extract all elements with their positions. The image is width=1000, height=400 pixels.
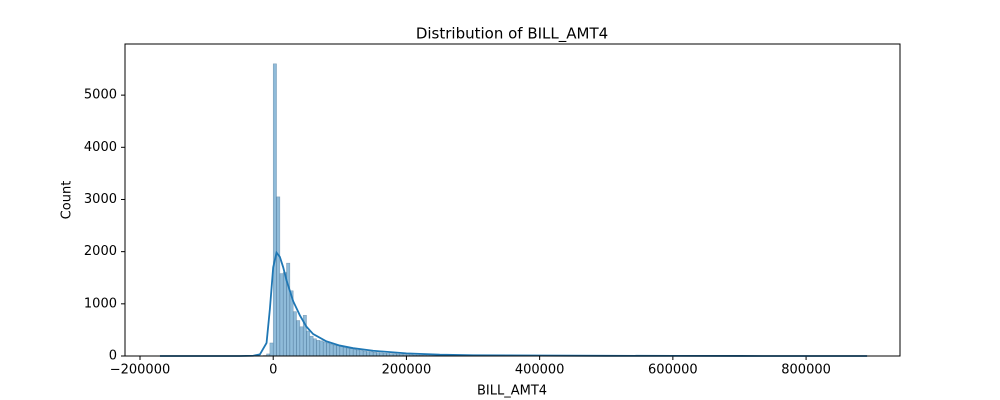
bar — [299, 326, 304, 357]
bar — [286, 262, 291, 357]
bar — [269, 342, 274, 357]
bar — [366, 351, 371, 357]
bar — [319, 340, 324, 357]
bar — [346, 347, 351, 357]
kde-line — [159, 250, 868, 357]
bar — [356, 349, 361, 357]
y-tick-label: 2000 — [84, 244, 117, 259]
bar — [316, 340, 321, 357]
bar — [282, 272, 287, 357]
plot-frame — [124, 43, 901, 357]
x-axis-label: BILL_AMT4 — [477, 384, 547, 399]
y-tick-label: 3000 — [84, 192, 117, 207]
x-tick-label: 800000 — [781, 363, 831, 378]
bar — [326, 342, 331, 357]
x-tick-label: −200000 — [110, 363, 171, 378]
bar — [306, 330, 311, 357]
bar — [369, 351, 374, 357]
x-tick-label: 0 — [269, 363, 277, 378]
bar — [329, 343, 334, 357]
bar — [359, 350, 364, 357]
y-tick-label: 4000 — [84, 140, 117, 155]
bar — [362, 350, 367, 357]
bar — [312, 338, 317, 357]
y-tick-label: 0 — [109, 349, 117, 364]
bar — [376, 352, 381, 357]
bar — [339, 345, 344, 357]
bar — [372, 351, 377, 357]
bar — [336, 345, 341, 357]
bar — [349, 348, 354, 357]
x-tick-label: 200000 — [382, 363, 432, 378]
bar — [292, 311, 297, 357]
bar — [342, 346, 347, 357]
bar — [352, 349, 357, 357]
bar — [272, 63, 277, 357]
chart-title: Distribution of BILL_AMT4 — [416, 25, 608, 44]
bar — [279, 273, 284, 357]
bar — [309, 335, 314, 357]
bar — [332, 344, 337, 357]
y-tick-label: 5000 — [84, 88, 117, 103]
y-axis-label: Count — [60, 181, 75, 220]
bar — [322, 341, 327, 357]
bar — [276, 196, 281, 357]
x-tick-label: 600000 — [648, 363, 698, 378]
bar — [296, 320, 301, 357]
y-tick-label: 1000 — [84, 296, 117, 311]
x-tick-label: 400000 — [515, 363, 565, 378]
